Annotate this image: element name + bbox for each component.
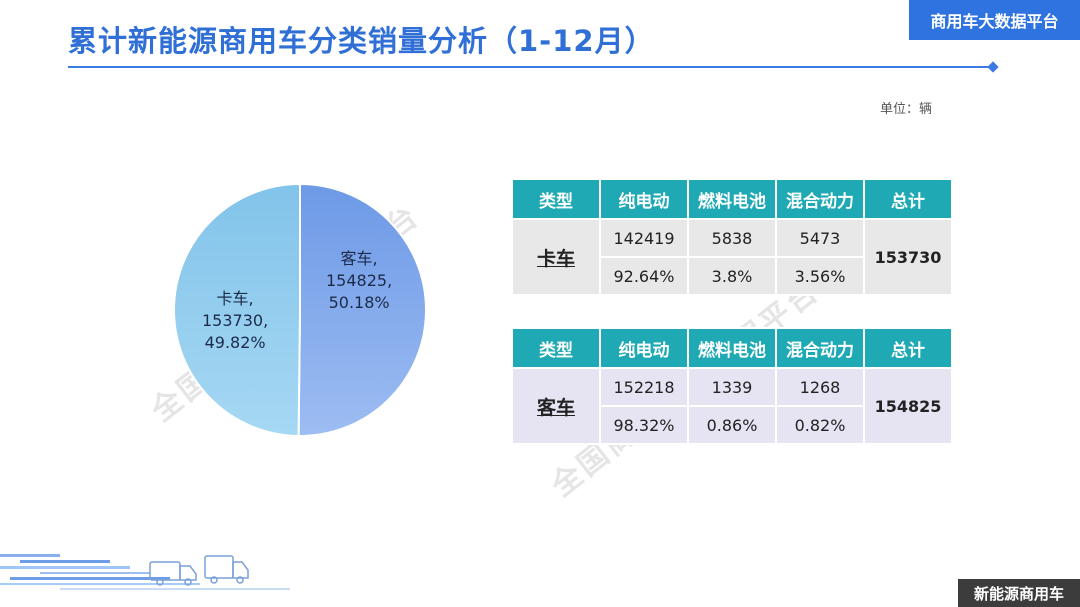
table-header-cell: 类型	[511, 178, 601, 220]
table-header-cell: 混合动力	[775, 327, 865, 369]
platform-badge: 商用车大数据平台	[909, 0, 1080, 40]
truck-speed-lines-graphic	[0, 554, 290, 590]
footer-badge: 新能源商用车	[958, 579, 1080, 607]
pie-slice-truck	[173, 182, 301, 438]
pie-chart	[172, 182, 428, 438]
table-row: 98.32% 0.86% 0.82%	[512, 405, 952, 445]
table-header-row: 类型 纯电动 燃料电池 混合动力 总计	[511, 178, 953, 220]
table-header-cell: 纯电动	[599, 327, 689, 369]
table-cell: 0.86%	[687, 405, 777, 445]
pie-label-bus-percent: 50.18%	[328, 293, 390, 312]
table-header-row: 类型 纯电动 燃料电池 混合动力 总计	[511, 327, 953, 369]
table-header-cell: 燃料电池	[687, 178, 777, 220]
table-cell: 3.56%	[775, 256, 865, 296]
table-cell: 0.82%	[775, 405, 865, 445]
table-row-label: 卡车	[511, 218, 601, 296]
pie-label-bus-name: 客车,	[340, 249, 378, 268]
table-cell: 92.64%	[599, 256, 689, 296]
divider-end-marker	[987, 61, 999, 73]
unit-label: 单位：辆	[880, 102, 933, 117]
table-row: 卡车 142419 5838 5473 153730	[511, 218, 953, 296]
table-header-cell: 混合动力	[775, 178, 865, 220]
pie-slice-bus	[297, 182, 427, 437]
pie-label-truck-percent: 49.82%	[204, 333, 266, 352]
table-cell: 152218	[599, 367, 689, 407]
truck-table: 类型 纯电动 燃料电池 混合动力 总计 卡车 142419 5838 5473 …	[511, 178, 953, 296]
table-header-cell: 燃料电池	[687, 327, 777, 369]
table-row-label: 客车	[511, 367, 601, 445]
table-row: 客车 152218 1339 1268 154825	[511, 367, 953, 445]
table-row: 92.64% 3.8% 3.56%	[512, 256, 952, 296]
table-header-cell: 类型	[511, 327, 601, 369]
table-total: 153730	[863, 218, 953, 296]
pie-chart-svg	[173, 182, 427, 438]
table-cell: 142419	[599, 218, 689, 258]
table-cell: 3.8%	[687, 256, 777, 296]
table-cell: 1268	[775, 367, 865, 407]
table-cell: 98.32%	[599, 405, 689, 445]
table-header-cell: 总计	[863, 178, 953, 220]
pie-label-truck-name: 卡车,	[216, 289, 254, 308]
table-header-cell: 总计	[863, 327, 953, 369]
table-total: 154825	[863, 367, 953, 445]
pie-label-bus: 客车, 154825, 50.18%	[326, 248, 392, 314]
table-header-cell: 纯电动	[599, 178, 689, 220]
title-divider	[68, 66, 993, 68]
table-cell: 1339	[687, 367, 777, 407]
table-cell: 5473	[775, 218, 865, 258]
pie-label-bus-value: 154825,	[326, 271, 393, 290]
page-title: 累计新能源商用车分类销量分析（1-12月）	[68, 24, 655, 58]
table-cell: 5838	[687, 218, 777, 258]
pie-label-truck-value: 153730,	[202, 311, 269, 330]
bus-table: 类型 纯电动 燃料电池 混合动力 总计 客车 152218 1339 1268 …	[511, 327, 953, 445]
pie-label-truck: 卡车, 153730, 49.82%	[202, 288, 268, 354]
